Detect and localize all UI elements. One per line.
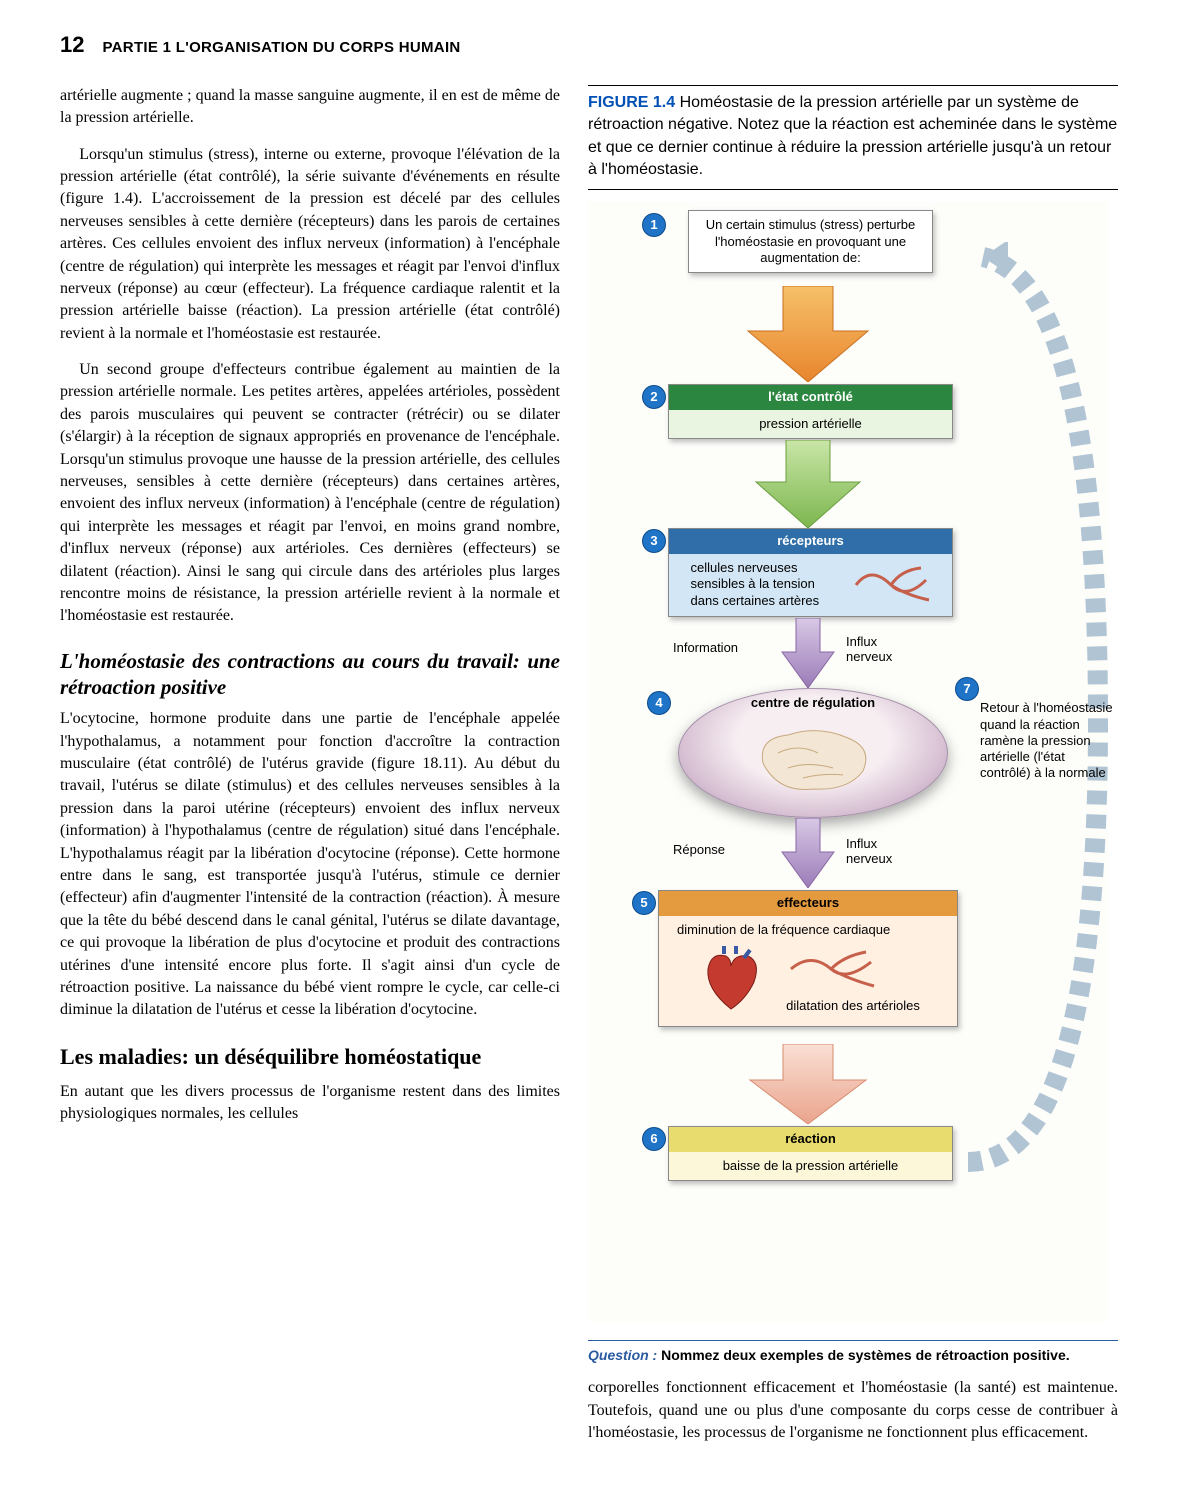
stimulus-text: Un certain stimulus (stress) perturbe l'… <box>699 217 922 266</box>
orange-arrow-icon <box>738 286 878 382</box>
recepteurs-body: cellules nerveuses sensibles à la tensio… <box>691 560 841 609</box>
heading: Les maladies: un déséquilibre homéostati… <box>60 1042 560 1073</box>
feedback-text: Retour à l'homéostasie quand la réaction… <box>980 700 1115 781</box>
paragraph: Lorsqu'un stimulus (stress), interne ou … <box>60 144 560 346</box>
paragraph: artérielle augmente ; quand la masse san… <box>60 85 560 130</box>
figure-label: FIGURE 1.4 <box>588 94 675 111</box>
reaction-body: baisse de la pression artérielle <box>679 1158 942 1174</box>
page-number: 12 <box>60 30 84 61</box>
etat-body: pression artérielle <box>679 416 942 432</box>
question-label: Question : <box>588 1347 657 1363</box>
reponse-label: Réponse <box>673 842 725 857</box>
step-badge-3: 3 <box>643 530 665 552</box>
step-badge-2: 2 <box>643 386 665 408</box>
artery-icon <box>851 560 931 610</box>
recepteurs-box: récepteurs cellules nerveuses sensibles … <box>668 528 953 616</box>
subheading-italic: L'homéostasie des contractions au cours … <box>60 648 560 701</box>
step-badge-6: 6 <box>643 1128 665 1150</box>
etat-controle-box: l'état contrôlé pression artérielle <box>668 384 953 439</box>
pink-arrow-icon <box>738 1044 878 1124</box>
question-line: Question : Nommez deux exemples de systè… <box>588 1340 1118 1363</box>
effecteurs-body-2: dilatation des artérioles <box>786 998 920 1014</box>
effecteurs-title: effecteurs <box>659 891 957 915</box>
green-arrow-icon <box>748 440 868 528</box>
etat-title: l'état contrôlé <box>669 385 952 409</box>
left-column: artérielle augmente ; quand la masse san… <box>60 85 560 1445</box>
step-badge-5: 5 <box>633 892 655 914</box>
step-badge-1: 1 <box>643 214 665 236</box>
page-header: 12 PARTIE 1 L'ORGANISATION DU CORPS HUMA… <box>60 30 1130 61</box>
heart-icon <box>696 944 766 1014</box>
right-bottom-paragraph: corporelles fonctionnent efficacement et… <box>588 1377 1118 1444</box>
centre-regulation-label: centre de régulation <box>751 695 875 710</box>
reaction-title: réaction <box>669 1127 952 1151</box>
right-column: FIGURE 1.4 Homéostasie de la pression ar… <box>588 85 1118 1445</box>
arteriole-icon <box>786 944 876 994</box>
purple-arrow-icon <box>778 818 838 888</box>
stimulus-box: Un certain stimulus (stress) perturbe l'… <box>688 210 933 273</box>
recepteurs-title: récepteurs <box>669 529 952 553</box>
step-badge-7: 7 <box>956 678 978 700</box>
information-label: Information <box>673 640 738 655</box>
paragraph: En autant que les divers processus de l'… <box>60 1081 560 1126</box>
paragraph: L'ocytocine, hormone produite dans une p… <box>60 708 560 1021</box>
brain-icon <box>748 723 878 798</box>
step-badge-4: 4 <box>648 692 670 714</box>
flowchart-diagram: 1 Un certain stimulus (stress) perturbe … <box>588 202 1108 1322</box>
influx-label: Influx nerveux <box>846 634 901 664</box>
reaction-box: réaction baisse de la pression artériell… <box>668 1126 953 1181</box>
purple-arrow-icon <box>778 618 838 688</box>
effecteurs-box: effecteurs diminution de la fréquence ca… <box>658 890 958 1027</box>
brain-centre-regulation: centre de régulation <box>678 688 948 818</box>
paragraph: Un second groupe d'effecteurs contribue … <box>60 359 560 628</box>
part-label: PARTIE 1 L'ORGANISATION DU CORPS HUMAIN <box>102 37 460 58</box>
influx-label-2: Influx nerveux <box>846 836 901 866</box>
figure-caption: FIGURE 1.4 Homéostasie de la pression ar… <box>588 85 1118 191</box>
two-column-layout: artérielle augmente ; quand la masse san… <box>60 85 1130 1445</box>
question-text: Nommez deux exemples de systèmes de rétr… <box>661 1347 1070 1363</box>
effecteurs-body-1: diminution de la fréquence cardiaque <box>669 922 947 938</box>
